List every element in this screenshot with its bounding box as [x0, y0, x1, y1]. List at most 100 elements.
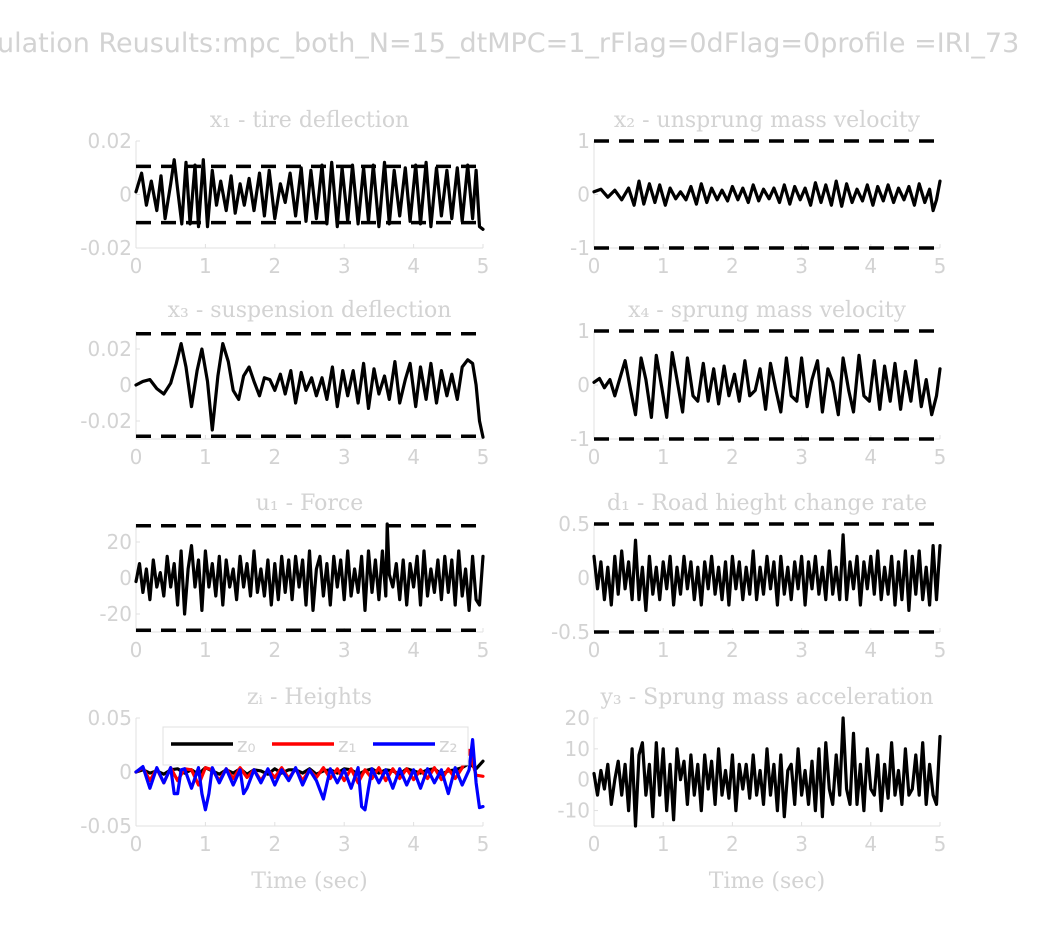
figure-suptitle: ulation Reusults:mpc_both_N=15_dtMPC=1_r…: [0, 28, 1019, 59]
x-tick-label: 0: [588, 832, 601, 856]
x-tick-label: 4: [407, 638, 420, 662]
x-tick-label: 4: [407, 832, 420, 856]
y-tick-label: -10: [557, 799, 590, 823]
y-tick-label: 0: [119, 183, 132, 207]
x-tick-label: 2: [726, 254, 739, 278]
x-tick-label: 1: [199, 832, 212, 856]
x-tick-label: 5: [934, 832, 947, 856]
x-tick-label: 3: [795, 832, 808, 856]
x-tick-label: 5: [477, 638, 490, 662]
series-line-x3: [134, 342, 485, 439]
y-tick-label: 0.02: [87, 337, 132, 361]
x-tick-label: 2: [268, 638, 281, 662]
x-tick-label: 4: [407, 445, 420, 469]
panel-title: x₁ - tire deflection: [210, 108, 409, 133]
y-tick-label: -0.5: [551, 620, 590, 644]
x-tick-label: 0: [588, 638, 601, 662]
y-tick-label: 10: [565, 737, 590, 761]
y-tick-label: -1: [570, 236, 590, 260]
x-tick-label: 0: [130, 445, 143, 469]
y-tick-label: 0: [119, 373, 132, 397]
y-tick-label: 0: [577, 566, 590, 590]
series-line-y3: [592, 716, 942, 828]
x-tick-label: 3: [795, 254, 808, 278]
x-tick-label: 4: [864, 445, 877, 469]
x-tick-label: 4: [864, 638, 877, 662]
y-tick-label: 0: [577, 373, 590, 397]
x-tick-label: 2: [726, 832, 739, 856]
x-tick-label: 2: [268, 832, 281, 856]
x-tick-label: 4: [407, 254, 420, 278]
x-tick-label: 2: [268, 445, 281, 469]
x-tick-label: 0: [130, 254, 143, 278]
series-line-x1: [134, 158, 485, 231]
y-tick-label: 1: [577, 129, 590, 153]
panel-title: u₁ - Force: [256, 491, 364, 516]
x-tick-label: 2: [726, 638, 739, 662]
x-tick-label: 0: [130, 638, 143, 662]
x-tick-label: 1: [657, 832, 670, 856]
legend-entry: z₀: [237, 733, 256, 757]
x-tick-label: 1: [657, 254, 670, 278]
panel-u1-force: u₁ - Force 0 1 2 3 4 5 20 0 -20: [99, 491, 489, 662]
y-tick-label: -0.02: [80, 409, 132, 433]
y-tick-label: 20: [107, 530, 132, 554]
x-tick-label: 5: [477, 445, 490, 469]
x-tick-label: 0: [588, 254, 601, 278]
legend: z₀ z₁ z₂: [162, 726, 469, 766]
x-tick-label: 3: [338, 638, 351, 662]
series-line-z: [134, 737, 485, 812]
y-tick-label: 0.05: [87, 706, 132, 730]
y-tick-label: -0.05: [80, 814, 132, 838]
y-tick-label: 0.5: [558, 512, 590, 536]
panel-title: y₃ - Sprung mass acceleration: [599, 685, 933, 710]
y-tick-label: 20: [565, 706, 590, 730]
x-tick-label: 1: [199, 254, 212, 278]
y-tick-label: -0.02: [80, 236, 132, 260]
x-tick-label: 5: [934, 445, 947, 469]
x-tick-label: 1: [199, 638, 212, 662]
y-tick-label: -20: [99, 602, 132, 626]
y-tick-label: 0: [119, 566, 132, 590]
series-line-d1: [592, 533, 942, 613]
panel-title: x₄ - sprung mass velocity: [628, 298, 906, 323]
y-tick-label: 1: [577, 319, 590, 343]
y-tick-label: 0: [577, 183, 590, 207]
x-tick-label: 5: [934, 638, 947, 662]
legend-entry: z₂: [439, 733, 458, 757]
legend-entry: z₁: [338, 733, 357, 757]
x-tick-label: 0: [130, 832, 143, 856]
series-line-x2: [592, 179, 942, 213]
panel-title: d₁ - Road hieght change rate: [607, 491, 927, 516]
x-tick-label: 1: [657, 638, 670, 662]
panel-title: x₂ - unsprung mass velocity: [614, 108, 921, 133]
x-tick-label: 3: [795, 445, 808, 469]
x-tick-label: 4: [864, 832, 877, 856]
x-axis-label: Time (sec): [251, 869, 367, 894]
x-tick-label: 4: [864, 254, 877, 278]
y-tick-label: 0: [119, 760, 132, 784]
x-tick-label: 5: [477, 254, 490, 278]
x-tick-label: 2: [268, 254, 281, 278]
x-axis-label: Time (sec): [709, 869, 825, 894]
x-tick-label: 5: [477, 832, 490, 856]
x-tick-label: 2: [726, 445, 739, 469]
x-tick-label: 0: [588, 445, 601, 469]
x-tick-label: 3: [338, 832, 351, 856]
x-tick-label: 3: [338, 445, 351, 469]
panel-x3-suspension-deflection: x₃ - suspension deflection 0 1 2 3 4 5 0.02 0 -0.…: [80, 298, 489, 469]
panel-title: zᵢ - Heights: [247, 685, 372, 710]
x-tick-label: 5: [934, 254, 947, 278]
y-tick-label: -1: [570, 427, 590, 451]
legend-box: [162, 726, 469, 766]
series-line-u1: [134, 522, 485, 616]
x-tick-label: 3: [338, 254, 351, 278]
x-tick-label: 1: [199, 445, 212, 469]
series-line-x4: [592, 351, 942, 419]
